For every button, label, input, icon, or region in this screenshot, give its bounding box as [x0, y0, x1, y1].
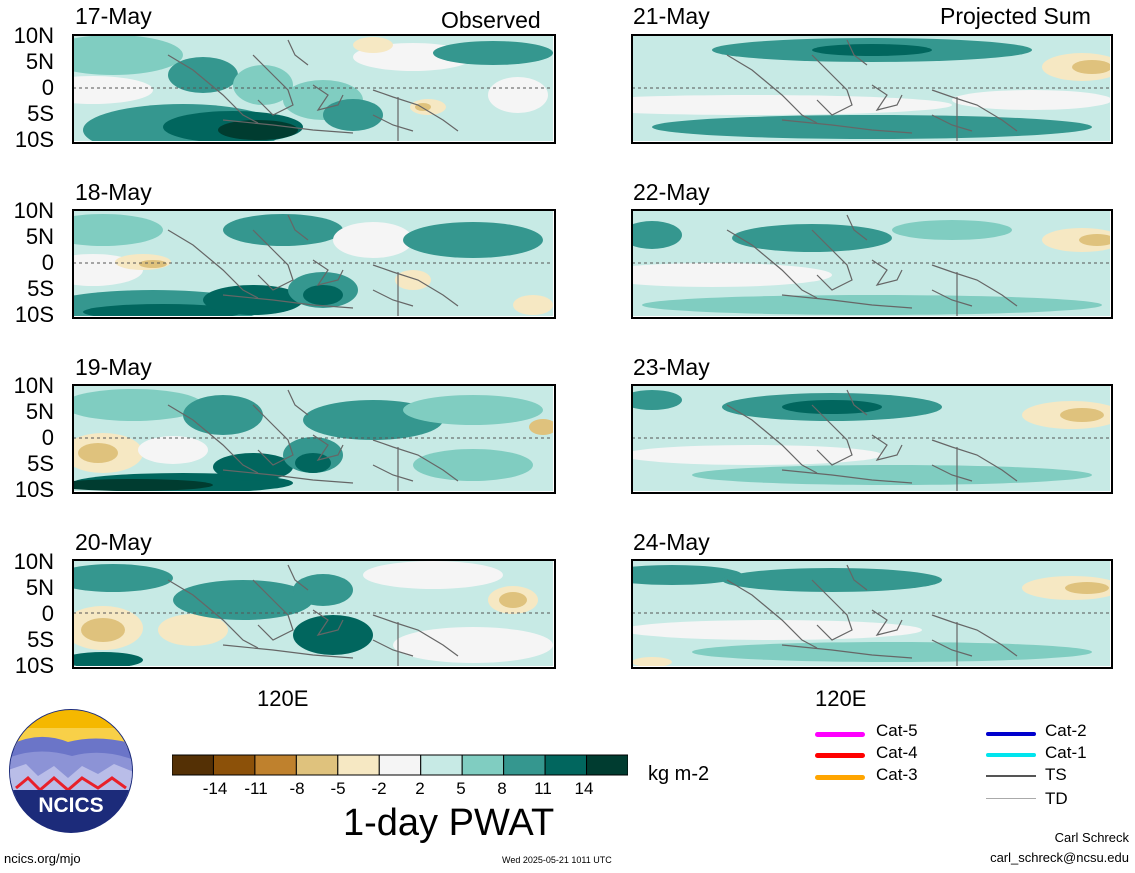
lon-label: 120E: [815, 686, 867, 711]
lat-label: 5N: [25, 399, 54, 424]
colorbar-tick: 8: [497, 779, 507, 798]
observed-map-20-may: [73, 560, 553, 666]
colorbar-cell: [295, 754, 339, 776]
panel-frame: [631, 559, 1113, 669]
colorbar-tick: -11: [244, 779, 268, 798]
lat-label: 5S: [27, 101, 54, 126]
plot-title: 1-day PWAT: [343, 802, 555, 844]
lat-label: 5S: [27, 627, 54, 652]
colorbar-tick: -2: [371, 779, 387, 798]
colorbar-cell: [172, 754, 214, 776]
legend-label: TD: [1045, 789, 1068, 808]
legend-swatch: [986, 753, 1036, 757]
observed-column-title: Observed: [441, 7, 541, 33]
legend-swatch: [986, 732, 1036, 736]
colorbar-cell: [461, 754, 505, 776]
legend-swatch: [986, 798, 1036, 799]
footer-author: Carl Schreck: [1054, 830, 1129, 845]
projected-map-24-may: [632, 560, 1110, 666]
panel-frame: [631, 34, 1113, 144]
lat-label: 10N: [13, 23, 54, 48]
panel-date-label: 24-May: [633, 529, 710, 555]
colorbar-tick: 5: [456, 779, 466, 798]
legend-swatch: [986, 775, 1036, 777]
lat-label: 5N: [25, 575, 54, 600]
colorbar-cell: [254, 754, 297, 776]
panel-date-label: 23-May: [633, 354, 710, 380]
panel-frame: [72, 384, 556, 494]
colorbar-cell: [420, 754, 463, 776]
legend-label: Cat-4: [876, 743, 918, 762]
colorbar-tick: 11: [534, 779, 552, 798]
lat-label: 0: [41, 250, 54, 275]
lat-label: 10S: [14, 653, 54, 678]
colorbar-tick: 2: [415, 779, 425, 798]
colorbar: [172, 754, 628, 776]
legend-label: Cat-2: [1045, 721, 1087, 740]
colorbar-tick: -8: [289, 779, 305, 798]
colorbar-cell: [586, 754, 628, 776]
colorbar-tick: -14: [202, 779, 228, 798]
lat-label: 10N: [13, 198, 54, 223]
observed-map-19-may: [73, 385, 553, 491]
projected-map-22-may: [632, 210, 1110, 316]
projected-map-21-may: [632, 35, 1110, 141]
footer-url: ncics.org/mjo: [4, 851, 81, 866]
lat-label: 10N: [13, 373, 54, 398]
lat-label: 0: [41, 425, 54, 450]
ncics-logo: NCICS: [9, 709, 133, 833]
observed-map-17-may: [73, 35, 553, 141]
panel-frame: [631, 209, 1113, 319]
lat-label: 10N: [13, 549, 54, 574]
panel-date-label: 21-May: [633, 3, 710, 29]
projected-map-23-may: [632, 385, 1110, 491]
panel-date-label: 18-May: [75, 179, 152, 205]
colorbar-cell: [378, 754, 422, 776]
legend-label: Cat-5: [876, 721, 918, 740]
panel-frame: [72, 34, 556, 144]
colorbar-cell: [544, 754, 588, 776]
footer-timestamp: Wed 2025-05-21 1011 UTC: [502, 855, 612, 865]
colorbar-tick: 14: [574, 779, 594, 798]
legend-label: TS: [1045, 765, 1067, 784]
panel-frame: [631, 384, 1113, 494]
colorbar-units: kg m-2: [648, 763, 710, 785]
lat-label: 10S: [14, 477, 54, 502]
panel-date-label: 17-May: [75, 3, 152, 29]
projected-column-title: Projected Sum: [940, 3, 1091, 29]
lat-label: 0: [41, 601, 54, 626]
lat-label: 5S: [27, 276, 54, 301]
colorbar-cell: [337, 754, 380, 776]
panel-date-label: 22-May: [633, 179, 710, 205]
legend-swatch: [815, 753, 865, 758]
panel-date-label: 20-May: [75, 529, 152, 555]
lat-label: 10S: [14, 127, 54, 152]
lat-label: 5S: [27, 451, 54, 476]
colorbar-tick: -5: [330, 779, 346, 798]
lon-label: 120E: [257, 686, 309, 711]
panel-frame: [72, 559, 556, 669]
legend-swatch: [815, 732, 865, 737]
lat-label: 5N: [25, 224, 54, 249]
legend-swatch: [815, 775, 865, 780]
legend-label: Cat-3: [876, 765, 918, 784]
legend-label: Cat-1: [1045, 743, 1087, 762]
panel-frame: [72, 209, 556, 319]
lat-label: 5N: [25, 49, 54, 74]
observed-map-18-may: [73, 210, 553, 316]
colorbar-cell: [212, 754, 256, 776]
colorbar-cell: [503, 754, 546, 776]
panel-date-label: 19-May: [75, 354, 152, 380]
lat-label: 0: [41, 75, 54, 100]
lat-label: 10S: [14, 302, 54, 327]
footer-email: carl_schreck@ncsu.edu: [990, 850, 1129, 865]
logo-text: NCICS: [38, 794, 103, 817]
